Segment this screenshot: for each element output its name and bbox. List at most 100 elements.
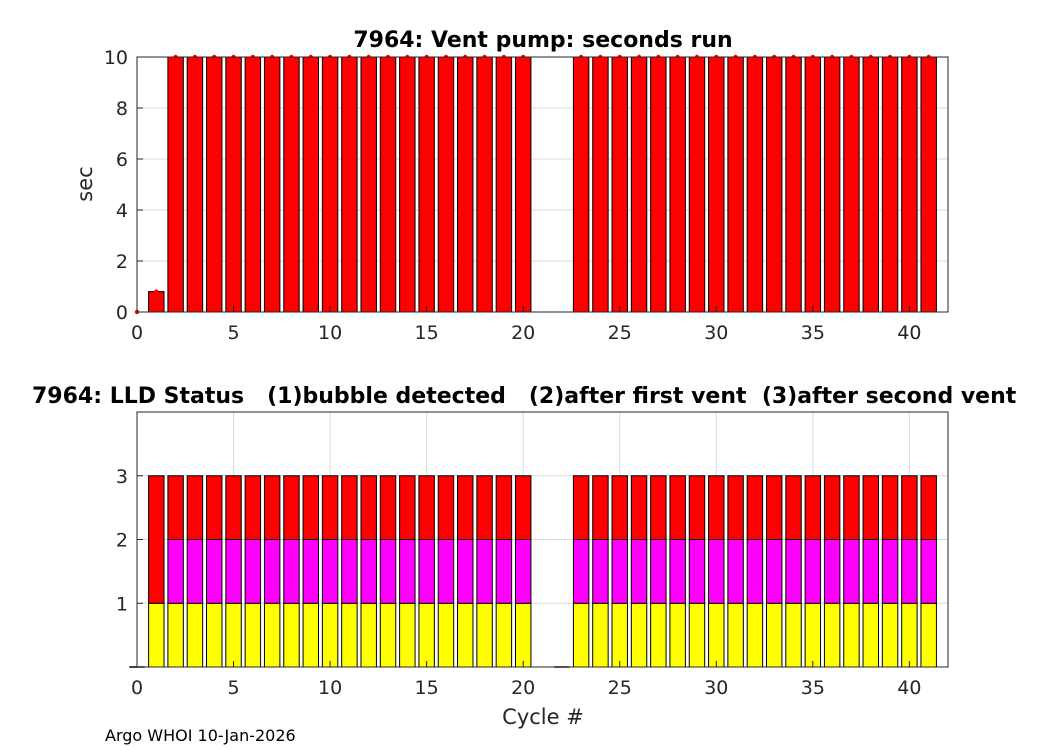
- bar: [786, 57, 801, 312]
- stacked-bar-segment: [689, 603, 704, 667]
- bar: [380, 57, 395, 312]
- y-tick-label: 2: [116, 530, 128, 552]
- stacked-bar-segment: [573, 603, 588, 667]
- y-tick-label: 8: [116, 98, 128, 120]
- stacked-bar-segment: [380, 476, 395, 540]
- stacked-bar-segment: [477, 603, 492, 667]
- stacked-bar-segment: [863, 476, 878, 540]
- stacked-bar-segment: [419, 540, 434, 604]
- stacked-bar-segment: [670, 540, 685, 604]
- x-tick-label: 0: [131, 322, 143, 344]
- stacked-bar-segment: [207, 540, 222, 604]
- bar: [593, 57, 608, 312]
- bar: [631, 57, 646, 312]
- x-tick-label: 0: [131, 677, 143, 699]
- stacked-bar-segment: [921, 603, 936, 667]
- stacked-bar-segment: [824, 476, 839, 540]
- stacked-bar-segment: [438, 476, 453, 540]
- stacked-bar-segment: [361, 540, 376, 604]
- bar: [612, 57, 627, 312]
- bar: [515, 57, 530, 312]
- x-tick-label: 5: [228, 322, 240, 344]
- stacked-bar-segment: [863, 603, 878, 667]
- bar: [419, 57, 434, 312]
- stacked-bar-segment: [438, 603, 453, 667]
- stacked-bar-segment: [245, 603, 260, 667]
- bar: [747, 57, 762, 312]
- stacked-bar-segment: [322, 476, 337, 540]
- stacked-bar-segment: [515, 603, 530, 667]
- stacked-bar-segment: [284, 603, 299, 667]
- y-tick-label: 6: [116, 149, 128, 171]
- x-tick-label: 5: [228, 677, 240, 699]
- bar: [303, 57, 318, 312]
- stacked-bar-segment: [882, 603, 897, 667]
- stacked-bar-segment: [921, 540, 936, 604]
- x-axis-label-cycle: Cycle #: [502, 705, 584, 729]
- stacked-bar-segment: [400, 476, 415, 540]
- x-tick-label: 10: [318, 677, 342, 699]
- stacked-bar-segment: [226, 603, 241, 667]
- x-tick-label: 20: [511, 322, 535, 344]
- stacked-bar-segment: [805, 476, 820, 540]
- stacked-bar-segment: [844, 540, 859, 604]
- stacked-bar-segment: [882, 540, 897, 604]
- bar: [264, 57, 279, 312]
- bar: [284, 57, 299, 312]
- bar: [844, 57, 859, 312]
- stacked-bar-segment: [245, 540, 260, 604]
- chart-title-vent-pump: 7964: Vent pump: seconds run: [353, 28, 732, 53]
- stacked-bar-segment: [747, 476, 762, 540]
- bar: [149, 292, 164, 312]
- bar: [824, 57, 839, 312]
- stacked-bar-segment: [458, 476, 473, 540]
- stacked-bar-segment: [670, 476, 685, 540]
- stacked-bar-segment: [766, 476, 781, 540]
- stacked-bar-segment: [264, 603, 279, 667]
- x-tick-label: 40: [897, 677, 921, 699]
- stacked-bar-segment: [709, 540, 724, 604]
- stacked-bars: [129, 476, 936, 667]
- stacked-bar-segment: [284, 540, 299, 604]
- stacked-bar-segment: [168, 540, 183, 604]
- stacked-bar-segment: [824, 540, 839, 604]
- bar: [805, 57, 820, 312]
- y-tick-label: 0: [116, 302, 128, 324]
- stacked-bar-segment: [361, 603, 376, 667]
- x-tick-label: 30: [704, 322, 728, 344]
- stacked-bar-segment: [419, 476, 434, 540]
- stacked-bar-segment: [766, 540, 781, 604]
- stacked-bar-segment: [207, 476, 222, 540]
- stacked-bar-segment: [149, 603, 164, 667]
- chart-title-lld-status: 7964: LLD Status (1)bubble detected (2)a…: [32, 384, 1017, 409]
- x-tick-label: 15: [415, 677, 439, 699]
- stacked-bar-segment: [844, 603, 859, 667]
- stacked-bar-segment: [689, 540, 704, 604]
- y-axis-label-sec: sec: [73, 166, 97, 201]
- stacked-bar-segment: [728, 603, 743, 667]
- stacked-bar-segment: [187, 476, 202, 540]
- bar: [728, 57, 743, 312]
- bar: [882, 57, 897, 312]
- stacked-bar-segment: [612, 603, 627, 667]
- stacked-bar-segment: [496, 476, 511, 540]
- stacked-bar-segment: [226, 540, 241, 604]
- bar: [361, 57, 376, 312]
- stacked-bar-segment: [728, 476, 743, 540]
- stacked-bar-segment: [380, 540, 395, 604]
- stacked-bar-segment: [921, 476, 936, 540]
- stacked-bar-segment: [496, 603, 511, 667]
- stacked-bar-segment: [709, 603, 724, 667]
- y-tick-label: 10: [104, 47, 128, 69]
- stacked-bar-segment: [187, 603, 202, 667]
- y-tick-labels: 1 2 3: [116, 466, 143, 616]
- y-tick-label: 2: [116, 251, 128, 273]
- data-point-marker: [154, 289, 158, 293]
- stacked-bar-segment: [226, 476, 241, 540]
- bar: [651, 57, 666, 312]
- stacked-bar-segment: [187, 540, 202, 604]
- stacked-bar-segment: [342, 476, 357, 540]
- stacked-bar-segment: [303, 603, 318, 667]
- x-tick-label: 35: [801, 322, 825, 344]
- stacked-bar-segment: [303, 540, 318, 604]
